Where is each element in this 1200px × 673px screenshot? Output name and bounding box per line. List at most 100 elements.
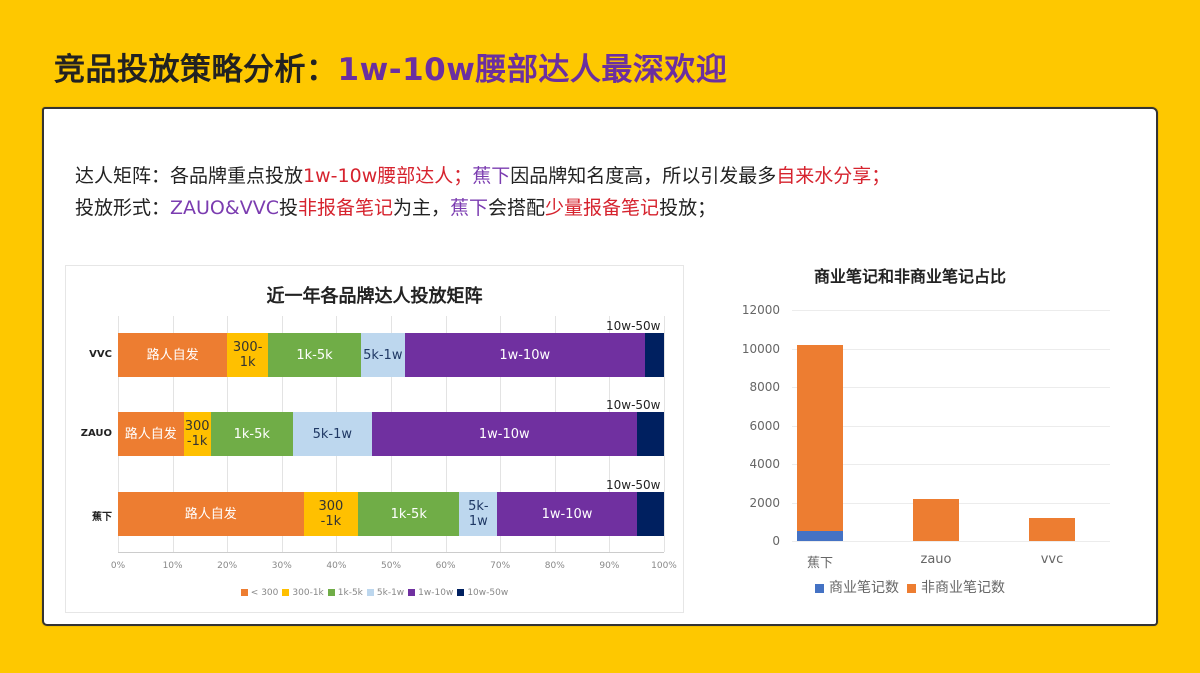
x-tick-label: 20% (217, 561, 238, 571)
legend-item: < 300 (240, 588, 279, 598)
gridline (664, 316, 665, 552)
segment-callout: 10w-50w (606, 398, 661, 412)
non-commercial-bar (913, 498, 959, 541)
y-tick-label: 2000 (749, 495, 780, 510)
x-category-label: zauo (920, 552, 952, 567)
legend-item: 1k-5k (327, 588, 363, 598)
legend-item: 非商业笔记数 (907, 580, 1005, 596)
bar-segment: 1k-5k (358, 492, 460, 536)
legend-swatch (327, 589, 335, 596)
legend-label: 1k-5k (337, 588, 363, 598)
text: 各品牌重点投放 (170, 165, 304, 187)
text: 投 (278, 197, 298, 219)
influencer-matrix-chart: 近一年各品牌达人投放矩阵 0% 10% 20% 30% 40% 50% 60% 70% 80% 9… (65, 265, 684, 613)
bar-segment: 路人自发 (118, 492, 304, 536)
legend-swatch (240, 589, 248, 596)
legend-label: 1w-10w (418, 588, 454, 598)
x-tick-label: 30% (271, 561, 292, 571)
legend-label: 非商业笔记数 (921, 580, 1005, 596)
summary-line-2: 投放形式：ZAUO&VVC投非报备笔记为主，蕉下会搭配少量报备笔记投放； (75, 192, 890, 224)
page-title: 竞品投放策略分析：1w-10w腰部达人最深欢迎 (54, 44, 727, 89)
legend-item: 1w-10w (408, 588, 453, 598)
legend-swatch (907, 583, 916, 593)
bar-segment: 300 -1k (183, 412, 211, 456)
highlight-purple: 蕉下 (450, 197, 489, 219)
legend-item: 商业笔记数 (815, 580, 899, 596)
x-category-label: 蕉下 (806, 556, 834, 571)
y-tick-label: 4000 (749, 457, 780, 471)
brand-label: 蕉下 (92, 512, 112, 523)
highlight-purple: 蕉下 (472, 165, 511, 187)
text: 会搭配 (488, 197, 546, 219)
bar-segment: 1k-5k (210, 412, 293, 456)
stacked-bar: 路人自发 300- 1k 1k-5k 5k-1w 1w-10w (118, 333, 664, 377)
commercial-notes-chart: 商业笔记和非商业笔记占比 12000 10000 8000 6000 4000 2000 0… (700, 255, 1120, 605)
legend-swatch (457, 589, 465, 596)
chart-legend: 商业笔记数 非商业笔记数 (700, 577, 1120, 597)
bar-segment: 5k-1w (360, 333, 405, 377)
bar-segment (636, 412, 664, 456)
legend-swatch (408, 589, 416, 596)
highlight-red: 非报备笔记 (297, 197, 393, 219)
gridline (792, 541, 1110, 542)
gridline (792, 310, 1110, 311)
bar-segment: 1k-5k (268, 333, 361, 377)
y-tick-label: 8000 (749, 380, 780, 394)
x-tick-label: 90% (599, 561, 620, 571)
stacked-bar: 路人自发 300 -1k 1k-5k 5k-1w 1w-10w (118, 412, 664, 456)
bar-segment: 路人自发 (118, 333, 228, 377)
y-tick-label: 0 (772, 534, 780, 548)
gridline (792, 348, 1110, 350)
chart-title: 近一年各品牌达人投放矩阵 (266, 286, 483, 307)
x-category-label: vvc (1040, 552, 1064, 567)
x-tick-label: 40% (326, 561, 347, 571)
title-highlight: 1w-10w腰部达人最深欢迎 (337, 52, 728, 88)
line-label: 达人矩阵： (75, 165, 171, 187)
highlight-red: 自来水分享； (776, 165, 891, 187)
line-label: 投放形式： (75, 197, 171, 219)
bar-segment: 5k- 1w (459, 492, 498, 536)
brand-label: VVC (89, 349, 112, 360)
bar-segment: 路人自发 (118, 412, 184, 456)
x-tick-label: 0% (110, 561, 126, 571)
non-commercial-bar (1029, 517, 1075, 541)
text: 为主， (393, 197, 451, 219)
legend-item: 300-1k (282, 588, 324, 598)
x-tick-label: 80% (544, 561, 565, 571)
gridline (792, 464, 1110, 465)
segment-callout: 10w-50w (606, 478, 661, 492)
legend-label: 商业笔记数 (829, 580, 899, 596)
x-tick-label: 70% (490, 561, 511, 571)
bar-segment: 300 -1k (303, 492, 359, 536)
x-axis (118, 552, 664, 553)
gridline (792, 425, 1110, 427)
stacked-bar: 路人自发 300 -1k 1k-5k 5k- 1w 1w-10w (118, 492, 664, 536)
y-tick-label: 10000 (741, 341, 780, 356)
non-commercial-bar (797, 344, 843, 531)
legend-label: < 300 (250, 588, 279, 598)
summary-line-1: 达人矩阵：各品牌重点投放1w-10w腰部达人；蕉下因品牌知名度高，所以引发最多自… (75, 160, 890, 192)
x-tick-label: 50% (380, 561, 402, 571)
text: 因品牌知名度高，所以引发最多 (510, 165, 777, 187)
chart-title: 商业笔记和非商业笔记占比 (813, 267, 1006, 286)
legend-item: 10w-50w (457, 588, 508, 598)
highlight-red: 1w-10w腰部达人； (303, 165, 473, 187)
legend-swatch (815, 583, 824, 593)
legend-label: 5k-1w (376, 588, 405, 598)
y-tick-label: 12000 (741, 303, 780, 317)
x-tick-label: 10% (162, 561, 183, 571)
x-tick-label: 100% (651, 561, 677, 571)
bar-segment: 1w-10w (497, 492, 637, 536)
legend-swatch (282, 589, 290, 596)
chart-legend: < 300 300-1k 1k-5k 5k-1w 1w-10w 10w-50w (66, 588, 683, 598)
bar-segment: 5k-1w (292, 412, 372, 456)
bar-segment: 1w-10w (371, 412, 637, 456)
text: 投放； (659, 197, 717, 219)
highlight-purple: ZAUO&VVC (170, 197, 279, 219)
legend-label: 10w-50w (467, 588, 509, 598)
summary-text: 达人矩阵：各品牌重点投放1w-10w腰部达人；蕉下因品牌知名度高，所以引发最多自… (75, 160, 890, 224)
bar-segment: 300- 1k (227, 333, 269, 377)
gridline (792, 387, 1110, 388)
segment-callout: 10w-50w (606, 319, 661, 333)
legend-item: 5k-1w (366, 588, 405, 598)
